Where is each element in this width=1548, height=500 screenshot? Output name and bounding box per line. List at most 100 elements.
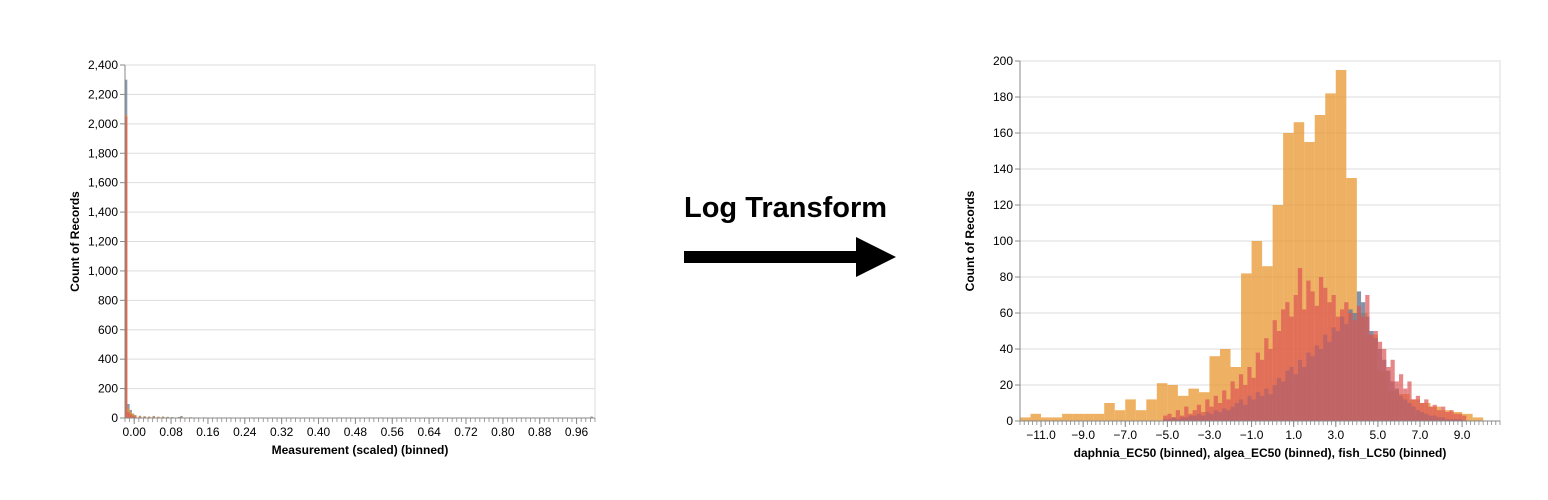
right-bar (1184, 406, 1189, 421)
right-bar (1436, 410, 1442, 421)
right-bar (1167, 385, 1178, 421)
right-bar (1234, 388, 1239, 421)
left-x-tick-label: 0.08 (159, 425, 183, 439)
right-bar (1180, 415, 1185, 421)
right-bar (1192, 410, 1197, 421)
right-bar (1072, 413, 1084, 421)
right-bar (1226, 399, 1231, 421)
right-y-tick-label: 80 (1000, 270, 1014, 284)
right-x-tick-label: −11.0 (1026, 428, 1056, 442)
right-bar (1462, 415, 1467, 421)
right-series-2 (1163, 268, 1467, 421)
left-x-tick-label: 0.32 (270, 425, 294, 439)
right-bar (1424, 399, 1429, 421)
arrow-shaft (684, 251, 860, 263)
log-transform-caption: Log Transform (684, 192, 888, 224)
right-bar (1272, 320, 1277, 421)
left-y-tick-label: 1,000 (88, 264, 118, 278)
left-bar (138, 416, 142, 418)
right-bar (1251, 377, 1256, 421)
right-bar (1213, 395, 1218, 421)
right-bar (1283, 133, 1294, 421)
right-bar (1171, 417, 1176, 421)
right-bar (1125, 399, 1136, 421)
right-bar (1220, 349, 1231, 421)
right-y-axis-title: Count of Records (963, 190, 977, 291)
left-bar (129, 414, 132, 418)
right-bar (1390, 359, 1395, 421)
right-bar (1083, 413, 1094, 421)
right-bar (1175, 410, 1180, 421)
right-bar (1281, 309, 1286, 421)
right-bar (1209, 406, 1214, 421)
right-bar (1453, 413, 1458, 421)
right-bar (1457, 413, 1463, 421)
right-bar (1293, 295, 1298, 421)
right-bar (1335, 70, 1347, 421)
right-x-tick-label: 3.0 (1327, 428, 1344, 442)
right-bar (1403, 388, 1408, 421)
right-bar (1352, 320, 1357, 421)
right-bar (1323, 287, 1328, 421)
right-bar (1251, 241, 1263, 421)
right-bar (1373, 331, 1378, 421)
right-bar (1272, 205, 1284, 421)
left-y-tick-label: 200 (98, 382, 118, 396)
right-bar (1382, 349, 1387, 421)
left-bar (177, 416, 181, 418)
right-bar (1411, 399, 1416, 421)
right-bar (1428, 406, 1433, 421)
right-bar (1201, 412, 1206, 421)
right-bar (1335, 316, 1340, 421)
right-bar (1331, 295, 1336, 421)
right-bar (1268, 349, 1273, 421)
left-x-tick-label: 0.96 (565, 425, 589, 439)
right-bar (1167, 413, 1172, 421)
left-bar (157, 416, 160, 418)
left-bar (131, 415, 135, 418)
right-bar (1445, 412, 1450, 421)
right-y-tick-label: 160 (993, 126, 1013, 140)
right-bar (1289, 316, 1294, 421)
right-y-tick-label: 40 (1000, 342, 1014, 356)
left-x-tick-label: 0.00 (123, 425, 147, 439)
left-x-tick-label: 0.88 (528, 425, 552, 439)
right-y-tick-label: 100 (993, 234, 1013, 248)
right-y-tick-label: 20 (1000, 378, 1014, 392)
right-bar (1407, 381, 1412, 421)
right-histogram-chart: 0 20 40 60 80 100 120 140 160 180 200 −11.0 −9.0 −7.0… (963, 54, 1501, 460)
right-bar (1356, 305, 1362, 421)
left-y-tick-label: 400 (98, 352, 118, 366)
left-series-0 (125, 79, 593, 418)
right-bar (1241, 273, 1252, 421)
right-bar (1104, 403, 1115, 421)
right-bar (1325, 93, 1336, 422)
right-x-tick-label: 1.0 (1285, 428, 1302, 442)
right-x-tick-label: −5.0 (1156, 428, 1180, 442)
right-bar (1230, 381, 1235, 421)
right-x-tick-label: −3.0 (1198, 428, 1222, 442)
right-bar (1255, 352, 1260, 421)
left-y-tick-label: 2,400 (88, 58, 118, 72)
right-y-tick-label: 0 (1006, 414, 1013, 428)
arrow-head (856, 237, 896, 277)
right-bar (1344, 302, 1349, 421)
right-bar (1188, 413, 1193, 421)
right-bar (1441, 406, 1446, 421)
left-y-tick-label: 1,200 (88, 235, 118, 249)
right-x-tick-label: 9.0 (1454, 428, 1471, 442)
right-bar (1163, 415, 1168, 421)
right-x-tick-label: 7.0 (1412, 428, 1429, 442)
right-y-tick-label: 180 (993, 90, 1013, 104)
left-y-tick-label: 1,800 (88, 146, 118, 160)
right-bar (1238, 374, 1244, 421)
right-x-tick-label: 5.0 (1370, 428, 1387, 442)
right-series-0 (1020, 70, 1484, 422)
left-y-tick-label: 2,200 (88, 87, 118, 101)
right-bar (1276, 331, 1282, 421)
right-bar (1377, 341, 1383, 421)
right-bar (1217, 403, 1223, 421)
left-bar (148, 416, 151, 418)
right-bar (1472, 417, 1484, 421)
